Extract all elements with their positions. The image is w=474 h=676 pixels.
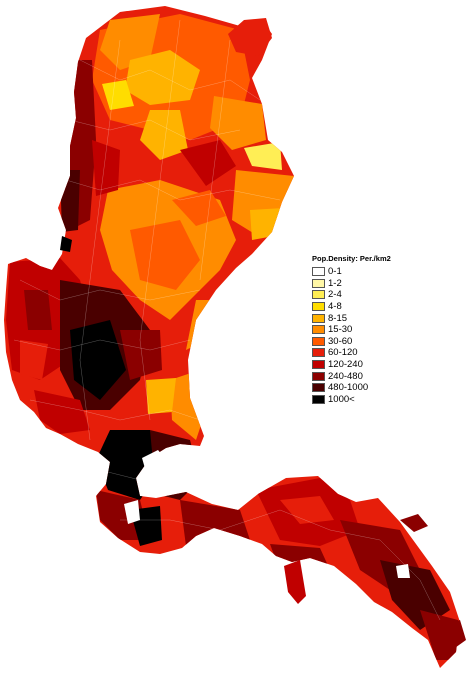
legend-label: 30-60 <box>328 335 353 347</box>
legend-label: 120-240 <box>328 359 363 371</box>
legend-label: 8-15 <box>328 312 348 324</box>
legend-swatch <box>312 278 325 288</box>
islands <box>60 18 466 650</box>
legend-item: 120-240 <box>312 359 412 371</box>
legend-label: 2-4 <box>328 289 342 301</box>
lakes <box>124 450 410 578</box>
legend-item: 4-8 <box>312 301 412 313</box>
legend-swatch <box>312 302 325 312</box>
legend-swatch <box>312 371 325 381</box>
legend-item: 1-2 <box>312 278 412 290</box>
legend-title: Pop.Density: Per./km2 <box>312 254 391 263</box>
legend-item: 2-4 <box>312 289 412 301</box>
legend-item: 240-480 <box>312 370 412 382</box>
legend-item: 15-30 <box>312 324 412 336</box>
legend-swatch <box>312 336 325 346</box>
legend-item: 480-1000 <box>312 382 412 394</box>
legend-item: 1000< <box>312 394 412 406</box>
legend-swatch <box>312 360 325 370</box>
legend-label: 480-1000 <box>328 382 369 394</box>
legend-swatch <box>312 325 325 335</box>
legend-label: 240-480 <box>328 370 363 382</box>
legend-swatch <box>312 383 325 393</box>
legend-label: 1000< <box>328 393 355 405</box>
legend-swatch <box>312 394 325 404</box>
legend-item: 30-60 <box>312 336 412 348</box>
legend-swatch <box>312 348 325 358</box>
legend-swatch <box>312 290 325 300</box>
legend-label: 60-120 <box>328 347 358 359</box>
legend-item: 8-15 <box>312 312 412 324</box>
legend: Pop.Density: Per./km2 0-1 1-2 2-4 4-8 8-… <box>312 254 412 405</box>
legend-swatch <box>312 267 325 277</box>
legend-label: 0-1 <box>328 266 342 278</box>
legend-item: 60-120 <box>312 347 412 359</box>
legend-label: 1-2 <box>328 277 342 289</box>
municipal-boundaries <box>13 19 441 621</box>
legend-item: 0-1 <box>312 266 412 278</box>
legend-label: 4-8 <box>328 301 342 313</box>
legend-swatch <box>312 313 325 323</box>
legend-label: 15-30 <box>328 324 353 336</box>
